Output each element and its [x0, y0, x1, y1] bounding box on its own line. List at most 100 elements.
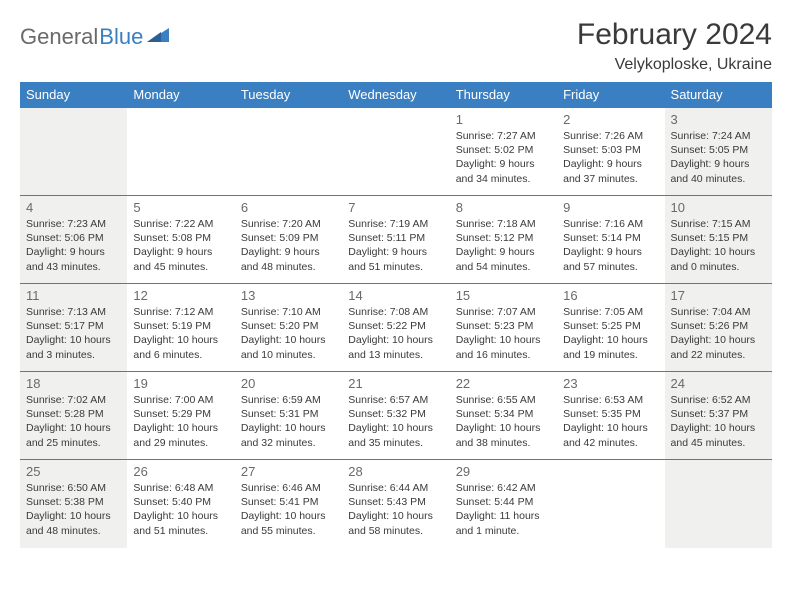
day-number: 6 [241, 200, 336, 215]
day-number: 11 [26, 288, 121, 303]
day-info: Sunrise: 6:50 AMSunset: 5:38 PMDaylight:… [26, 481, 121, 538]
day-number: 9 [563, 200, 658, 215]
sunrise-text: Sunrise: 6:59 AM [241, 393, 336, 407]
sunrise-text: Sunrise: 7:05 AM [563, 305, 658, 319]
calendar-cell [342, 108, 449, 196]
day-number: 18 [26, 376, 121, 391]
day-number: 15 [456, 288, 551, 303]
calendar-row: 25Sunrise: 6:50 AMSunset: 5:38 PMDayligh… [20, 460, 772, 548]
sunset-text: Sunset: 5:15 PM [671, 231, 766, 245]
day-info: Sunrise: 7:24 AMSunset: 5:05 PMDaylight:… [671, 129, 766, 186]
sunrise-text: Sunrise: 7:07 AM [456, 305, 551, 319]
daylight-text: Daylight: 9 hours and 48 minutes. [241, 245, 336, 273]
day-info: Sunrise: 7:23 AMSunset: 5:06 PMDaylight:… [26, 217, 121, 274]
day-number: 7 [348, 200, 443, 215]
day-info: Sunrise: 6:53 AMSunset: 5:35 PMDaylight:… [563, 393, 658, 450]
sunset-text: Sunset: 5:20 PM [241, 319, 336, 333]
calendar-cell: 14Sunrise: 7:08 AMSunset: 5:22 PMDayligh… [342, 284, 449, 372]
sunset-text: Sunset: 5:23 PM [456, 319, 551, 333]
calendar-cell [557, 460, 664, 548]
calendar-cell: 13Sunrise: 7:10 AMSunset: 5:20 PMDayligh… [235, 284, 342, 372]
sunset-text: Sunset: 5:17 PM [26, 319, 121, 333]
calendar-row: 18Sunrise: 7:02 AMSunset: 5:28 PMDayligh… [20, 372, 772, 460]
sunrise-text: Sunrise: 6:42 AM [456, 481, 551, 495]
daylight-text: Daylight: 9 hours and 51 minutes. [348, 245, 443, 273]
day-info: Sunrise: 7:13 AMSunset: 5:17 PMDaylight:… [26, 305, 121, 362]
daylight-text: Daylight: 10 hours and 48 minutes. [26, 509, 121, 537]
day-number: 23 [563, 376, 658, 391]
location-label: Velykoploske, Ukraine [577, 56, 772, 74]
sunrise-text: Sunrise: 7:10 AM [241, 305, 336, 319]
daylight-text: Daylight: 10 hours and 42 minutes. [563, 421, 658, 449]
sunrise-text: Sunrise: 7:27 AM [456, 129, 551, 143]
daylight-text: Daylight: 10 hours and 35 minutes. [348, 421, 443, 449]
logo: General Blue [20, 24, 171, 50]
calendar-cell: 11 Sunrise: 7:13 AMSunset: 5:17 PMDayligh… [20, 284, 127, 372]
daylight-text: Daylight: 10 hours and 58 minutes. [348, 509, 443, 537]
calendar-cell: 12Sunrise: 7:12 AMSunset: 5:19 PMDayligh… [127, 284, 234, 372]
day-number: 19 [133, 376, 228, 391]
weekday-header: Friday [557, 82, 664, 108]
calendar-cell: 27Sunrise: 6:46 AMSunset: 5:41 PMDayligh… [235, 460, 342, 548]
daylight-text: Daylight: 10 hours and 6 minutes. [133, 333, 228, 361]
calendar-cell: 19 Sunrise: 7:00 AMSunset: 5:29 PMDayligh… [127, 372, 234, 460]
daylight-text: Daylight: 9 hours and 43 minutes. [26, 245, 121, 273]
calendar-cell: 15Sunrise: 7:07 AMSunset: 5:23 PMDayligh… [450, 284, 557, 372]
sunset-text: Sunset: 5:05 PM [671, 143, 766, 157]
calendar-cell: 1Sunrise: 7:27 AMSunset: 5:02 PMDaylight… [450, 108, 557, 196]
logo-text-general: General [20, 24, 98, 50]
calendar-cell: 4 Sunrise: 7:23 AMSunset: 5:06 PMDaylight… [20, 196, 127, 284]
day-number: 24 [671, 376, 766, 391]
logo-text-blue: Blue [99, 24, 143, 50]
weekday-header: Monday [127, 82, 234, 108]
day-number: 26 [133, 464, 228, 479]
daylight-text: Daylight: 10 hours and 38 minutes. [456, 421, 551, 449]
calendar-cell: 28Sunrise: 6:44 AMSunset: 5:43 PMDayligh… [342, 460, 449, 548]
day-info: Sunrise: 6:44 AMSunset: 5:43 PMDaylight:… [348, 481, 443, 538]
day-info: Sunrise: 7:00 AMSunset: 5:29 PMDaylight:… [133, 393, 228, 450]
calendar-cell [20, 108, 127, 196]
sunset-text: Sunset: 5:38 PM [26, 495, 121, 509]
day-info: Sunrise: 7:02 AMSunset: 5:28 PMDaylight:… [26, 393, 121, 450]
sunrise-text: Sunrise: 7:02 AM [26, 393, 121, 407]
sunset-text: Sunset: 5:32 PM [348, 407, 443, 421]
day-number: 16 [563, 288, 658, 303]
calendar-cell: 18 Sunrise: 7:02 AMSunset: 5:28 PMDayligh… [20, 372, 127, 460]
day-info: Sunrise: 6:42 AMSunset: 5:44 PMDaylight:… [456, 481, 551, 538]
calendar-cell: 9Sunrise: 7:16 AMSunset: 5:14 PMDaylight… [557, 196, 664, 284]
sunset-text: Sunset: 5:19 PM [133, 319, 228, 333]
day-number: 4 [26, 200, 121, 215]
day-number: 2 [563, 112, 658, 127]
sunset-text: Sunset: 5:37 PM [671, 407, 766, 421]
sunset-text: Sunset: 5:22 PM [348, 319, 443, 333]
calendar-cell: 26 Sunrise: 6:48 AMSunset: 5:40 PMDayligh… [127, 460, 234, 548]
calendar-cell: 20Sunrise: 6:59 AMSunset: 5:31 PMDayligh… [235, 372, 342, 460]
daylight-text: Daylight: 10 hours and 55 minutes. [241, 509, 336, 537]
daylight-text: Daylight: 10 hours and 13 minutes. [348, 333, 443, 361]
day-number: 3 [671, 112, 766, 127]
calendar-row: 4 Sunrise: 7:23 AMSunset: 5:06 PMDaylight… [20, 196, 772, 284]
sunrise-text: Sunrise: 7:23 AM [26, 217, 121, 231]
daylight-text: Daylight: 9 hours and 34 minutes. [456, 157, 551, 185]
sunset-text: Sunset: 5:11 PM [348, 231, 443, 245]
daylight-text: Daylight: 10 hours and 19 minutes. [563, 333, 658, 361]
calendar-cell: 16 Sunrise: 7:05 AMSunset: 5:25 PMDayligh… [557, 284, 664, 372]
day-info: Sunrise: 6:48 AMSunset: 5:40 PMDaylight:… [133, 481, 228, 538]
sunset-text: Sunset: 5:28 PM [26, 407, 121, 421]
daylight-text: Daylight: 10 hours and 51 minutes. [133, 509, 228, 537]
sunrise-text: Sunrise: 7:26 AM [563, 129, 658, 143]
sunset-text: Sunset: 5:34 PM [456, 407, 551, 421]
day-info: Sunrise: 7:05 AMSunset: 5:25 PMDaylight:… [563, 305, 658, 362]
calendar-cell: 10Sunrise: 7:15 AMSunset: 5:15 PMDayligh… [665, 196, 772, 284]
sunset-text: Sunset: 5:43 PM [348, 495, 443, 509]
calendar-cell [665, 460, 772, 548]
daylight-text: Daylight: 10 hours and 29 minutes. [133, 421, 228, 449]
day-info: Sunrise: 7:18 AMSunset: 5:12 PMDaylight:… [456, 217, 551, 274]
calendar-cell: 21Sunrise: 6:57 AMSunset: 5:32 PMDayligh… [342, 372, 449, 460]
daylight-text: Daylight: 9 hours and 45 minutes. [133, 245, 228, 273]
day-number: 20 [241, 376, 336, 391]
sunrise-text: Sunrise: 7:00 AM [133, 393, 228, 407]
day-number: 17 [671, 288, 766, 303]
sunrise-text: Sunrise: 7:13 AM [26, 305, 121, 319]
calendar-cell: 22Sunrise: 6:55 AMSunset: 5:34 PMDayligh… [450, 372, 557, 460]
